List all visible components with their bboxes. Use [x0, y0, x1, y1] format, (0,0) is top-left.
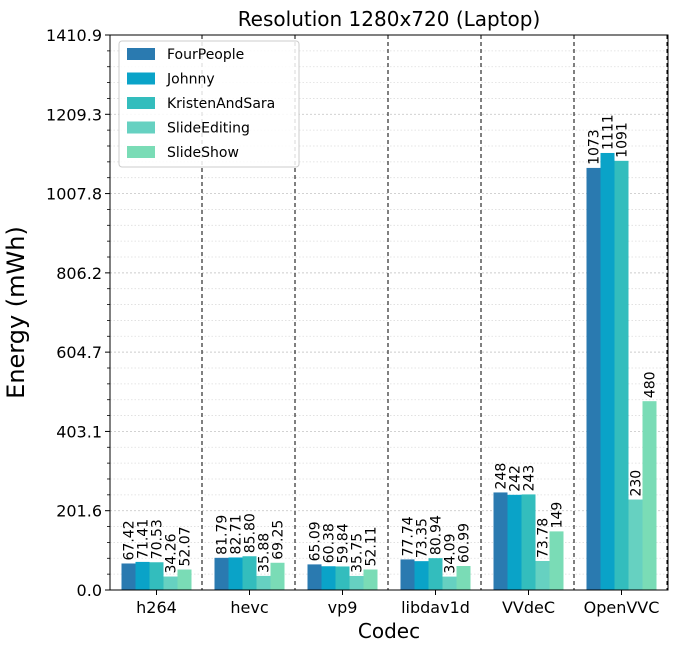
x-axis-label: Codec [358, 619, 420, 643]
plot-frame [109, 34, 669, 591]
x-tick-label: vp9 [328, 598, 358, 617]
legend-label: FourPeople [167, 47, 244, 63]
bar [535, 560, 550, 590]
x-tick-label: h264 [136, 598, 177, 617]
y-tick-label: 0.0 [77, 581, 102, 600]
bar [400, 559, 415, 590]
data-label: 35.88 [257, 533, 273, 573]
data-label: 65.09 [308, 521, 324, 561]
legend-box [118, 40, 300, 168]
data-label: 73.78 [536, 518, 552, 558]
bar [163, 576, 178, 590]
legend-swatch [127, 72, 155, 85]
bar [270, 562, 285, 590]
bar [642, 401, 657, 590]
bar [135, 561, 150, 590]
data-label: 1073 [587, 129, 603, 165]
x-tick-label: hevc [230, 598, 268, 617]
y-tick-label: 201.6 [56, 502, 102, 521]
legend-swatch [127, 146, 155, 158]
data-label: 248 [494, 463, 510, 490]
bar [307, 564, 322, 590]
axes: 0.0 201.6 403.1 604.7 806.2 1007.8 1209.3 1410.… [46, 26, 659, 617]
data-label: 52.07 [178, 526, 194, 566]
bar [214, 557, 229, 590]
y-tick-label: 806.2 [56, 264, 102, 283]
bar [414, 561, 429, 590]
bar [363, 569, 378, 590]
legend-label: Johnny [166, 72, 215, 88]
bar [600, 152, 615, 590]
legend: FourPeople Johnny KristenAndSara SlideEditi… [118, 40, 300, 168]
data-label: 1091 [615, 122, 631, 158]
data-label: 35.75 [350, 533, 366, 573]
bar [442, 576, 457, 590]
data-label: 81.79 [215, 515, 231, 555]
data-label: 60.99 [457, 523, 473, 563]
data-label: 82.71 [229, 514, 245, 554]
bar [121, 563, 136, 590]
data-label: 67.42 [122, 520, 138, 560]
bar [149, 562, 164, 590]
data-label: 149 [550, 502, 566, 529]
y-axis-label: Energy (mWh) [2, 226, 30, 399]
bar [335, 566, 350, 590]
data-label: 60.38 [322, 523, 338, 563]
data-label: 85.80 [243, 513, 259, 553]
data-label: 69.25 [271, 520, 287, 560]
data-label: 59.84 [336, 523, 352, 563]
data-label: 34.09 [443, 533, 459, 573]
bar [428, 558, 443, 590]
bar [177, 569, 192, 590]
bar [228, 557, 243, 590]
legend-swatch [127, 121, 155, 134]
data-label: 1111 [601, 114, 617, 150]
bar [521, 494, 536, 590]
bar [321, 566, 336, 590]
bar [628, 499, 643, 590]
legend-label: SlideEditing [167, 121, 250, 137]
data-label: 52.11 [364, 526, 380, 566]
y-tick-label: 1209.3 [46, 105, 102, 124]
y-tick-label: 1410.9 [46, 26, 102, 45]
data-label: 80.94 [429, 515, 445, 555]
y-tick-label: 403.1 [56, 422, 102, 441]
x-tick-label: VVdeC [502, 598, 555, 617]
legend-swatch [127, 97, 155, 109]
y-tick-label: 604.7 [56, 343, 102, 362]
legend-label: SlideShow [167, 145, 239, 161]
bar [242, 556, 257, 590]
bar [456, 566, 471, 590]
data-label: 77.74 [401, 516, 417, 556]
x-tick-label: libdav1d [401, 598, 470, 617]
bar [614, 160, 629, 590]
data-label: 70.53 [150, 519, 166, 559]
data-label: 71.41 [136, 519, 152, 559]
data-label: 242 [508, 465, 524, 492]
bars [121, 152, 657, 591]
data-label: 34.26 [164, 533, 180, 573]
legend-swatch [127, 48, 155, 60]
x-tick-label: OpenVVC [584, 598, 660, 617]
bar [507, 494, 522, 590]
data-label: 480 [643, 371, 659, 398]
bar [549, 531, 564, 590]
data-label: 243 [522, 465, 538, 492]
y-tick-label: 1007.8 [46, 185, 102, 204]
legend-label: KristenAndSara [167, 96, 275, 112]
data-label: 230 [629, 470, 645, 497]
bar [493, 492, 508, 590]
data-label: 73.35 [415, 518, 431, 558]
bar [586, 167, 601, 591]
bar [349, 575, 364, 590]
chart-title: Resolution 1280x720 (Laptop) [238, 7, 541, 31]
bar [256, 575, 271, 590]
